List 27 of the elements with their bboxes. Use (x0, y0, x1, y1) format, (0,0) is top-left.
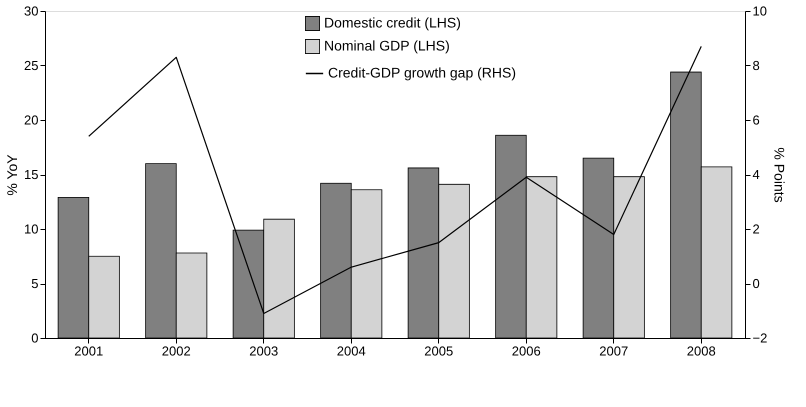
y2-tick-label: 4 (752, 167, 760, 182)
y-tick-label: 5 (31, 276, 38, 291)
legend-label: Domestic credit (LHS) (324, 14, 461, 30)
y-axis-title: % YoY (4, 154, 20, 196)
legend-label: Nominal GDP (LHS) (324, 38, 450, 54)
y2-tick-label: 6 (752, 112, 760, 128)
y-tick-label: 15 (24, 167, 38, 182)
y-tick-label: 10 (24, 222, 38, 236)
x-tick-label: 2005 (424, 344, 454, 358)
y2-tick-label: 2 (752, 222, 760, 236)
y2-tick-label: −2 (752, 330, 768, 346)
y2-tick-label: 10 (752, 4, 767, 18)
x-tick-label: 2002 (162, 344, 191, 358)
y2-tick-label: 8 (752, 58, 760, 73)
y2-tick-label: 0 (752, 276, 760, 291)
x-tick-label: 2006 (512, 344, 541, 358)
y-tick-label: 20 (24, 112, 38, 128)
x-tick-label: 2004 (336, 344, 366, 358)
x-tick-label: 2003 (249, 344, 278, 358)
y2-axis-title: % Points (771, 147, 788, 203)
y-tick-label: 30 (24, 4, 38, 18)
x-tick-label: 2008 (686, 344, 716, 358)
legend-label: Credit-GDP growth gap (RHS) (328, 64, 516, 80)
y-tick-label: 0 (31, 330, 38, 346)
y-tick-label: 25 (24, 58, 38, 73)
x-tick-label: 2001 (74, 344, 104, 358)
x-tick-label: 2007 (599, 344, 628, 358)
